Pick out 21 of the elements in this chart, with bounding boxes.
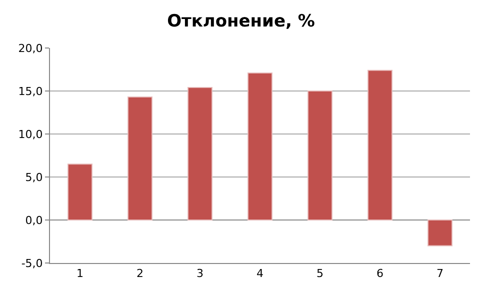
y-tick-label: 15,0	[18, 84, 43, 98]
bar	[248, 72, 272, 220]
x-tick-label: 4	[256, 267, 264, 280]
x-tick-label: 3	[196, 267, 204, 280]
y-tick-label: 10,0	[18, 128, 43, 141]
bar	[188, 87, 212, 220]
y-tick-label: 20,0	[18, 42, 43, 55]
bar	[368, 70, 392, 220]
x-tick-label: 7	[436, 267, 444, 280]
x-tick-label: 1	[76, 267, 84, 280]
y-tick-label: -5,0	[21, 256, 43, 270]
bar	[128, 96, 152, 220]
bar	[308, 90, 332, 220]
x-tick-label: 5	[316, 267, 324, 280]
x-tick-label: 6	[376, 267, 384, 280]
y-tick-label: 5,0	[25, 170, 43, 184]
bar	[428, 220, 452, 246]
chart-title: Отклонение, %	[167, 11, 315, 32]
bar	[68, 164, 92, 220]
y-tick-label: 0,0	[25, 214, 43, 227]
x-tick-label: 2	[136, 267, 144, 280]
